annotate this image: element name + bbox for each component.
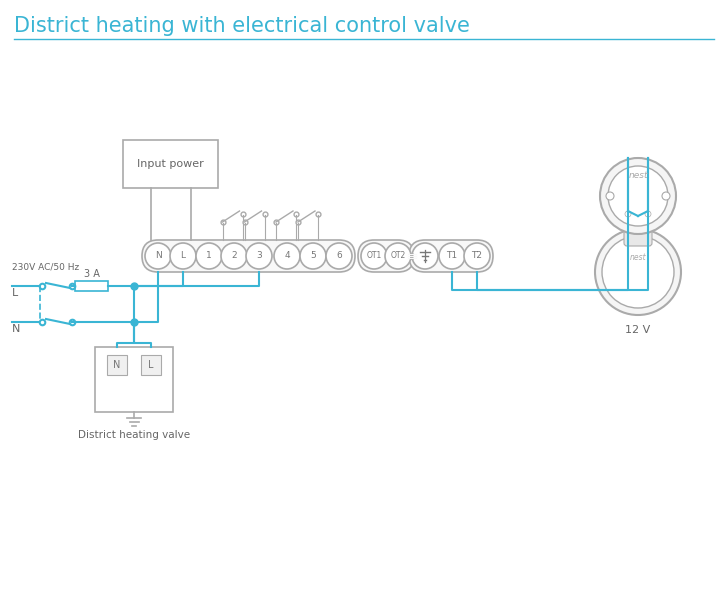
Circle shape (326, 243, 352, 269)
Text: OT2: OT2 (390, 251, 405, 261)
Text: OT1: OT1 (366, 251, 381, 261)
Text: L: L (12, 288, 18, 298)
Text: T1: T1 (446, 251, 458, 261)
Text: 1: 1 (206, 251, 212, 261)
Text: nest: nest (628, 172, 648, 181)
Text: 4: 4 (284, 251, 290, 261)
Text: 5: 5 (310, 251, 316, 261)
Text: L: L (149, 360, 154, 370)
Circle shape (300, 243, 326, 269)
Circle shape (600, 158, 676, 234)
Circle shape (385, 243, 411, 269)
Text: Input power: Input power (137, 159, 204, 169)
Text: N: N (154, 251, 162, 261)
Circle shape (274, 243, 300, 269)
Text: T2: T2 (472, 251, 483, 261)
Circle shape (625, 211, 631, 217)
FancyBboxPatch shape (624, 230, 652, 246)
Text: N: N (12, 324, 20, 334)
FancyBboxPatch shape (123, 140, 218, 188)
Text: 6: 6 (336, 251, 342, 261)
Circle shape (170, 243, 196, 269)
FancyBboxPatch shape (358, 240, 414, 272)
Circle shape (361, 243, 387, 269)
Circle shape (412, 243, 438, 269)
Text: District heating valve: District heating valve (78, 430, 190, 440)
Circle shape (606, 192, 614, 200)
Circle shape (662, 192, 670, 200)
FancyBboxPatch shape (141, 355, 161, 375)
Text: nest: nest (630, 254, 646, 263)
Circle shape (464, 243, 490, 269)
Text: 2: 2 (232, 251, 237, 261)
FancyBboxPatch shape (75, 281, 108, 291)
Circle shape (145, 243, 171, 269)
Text: N: N (114, 360, 121, 370)
Circle shape (196, 243, 222, 269)
Circle shape (439, 243, 465, 269)
Text: 3: 3 (256, 251, 262, 261)
Text: 12 V: 12 V (625, 325, 651, 335)
Circle shape (645, 211, 651, 217)
Text: 3 A: 3 A (84, 269, 100, 279)
Circle shape (221, 243, 247, 269)
Text: 230V AC/50 Hz: 230V AC/50 Hz (12, 263, 79, 272)
FancyBboxPatch shape (107, 355, 127, 375)
FancyBboxPatch shape (95, 347, 173, 412)
Circle shape (608, 166, 668, 226)
Text: L: L (181, 251, 186, 261)
FancyBboxPatch shape (142, 240, 355, 272)
Text: District heating with electrical control valve: District heating with electrical control… (14, 16, 470, 36)
Circle shape (246, 243, 272, 269)
Circle shape (602, 236, 674, 308)
FancyBboxPatch shape (409, 240, 493, 272)
Circle shape (595, 229, 681, 315)
